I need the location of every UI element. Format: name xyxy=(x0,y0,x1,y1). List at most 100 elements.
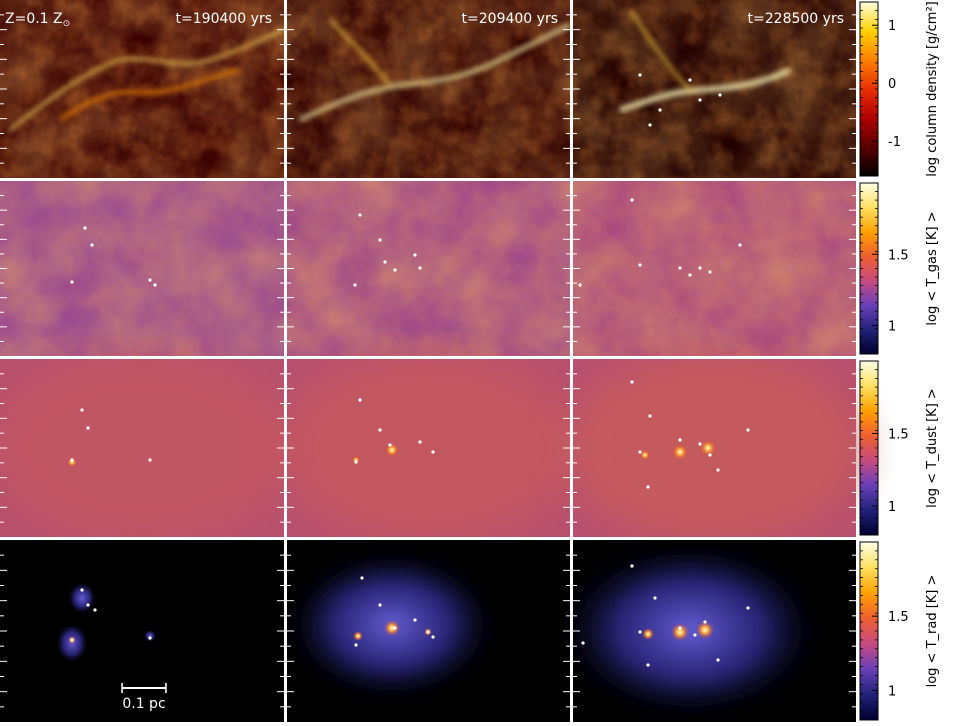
star-particles xyxy=(70,73,750,667)
star-particle xyxy=(378,603,382,607)
star-particle xyxy=(698,266,702,270)
star-particle xyxy=(353,283,357,287)
star-particle xyxy=(383,260,387,264)
row-radiation-temperature xyxy=(0,540,856,722)
metallicity-label: Z=0.1 Z⊙ xyxy=(5,11,70,29)
star-particle xyxy=(688,78,692,82)
star-particle xyxy=(393,626,397,630)
star-particle xyxy=(638,630,642,634)
star-particle xyxy=(358,213,362,217)
sun-symbol: ⊙ xyxy=(63,19,71,29)
star-particle xyxy=(354,643,358,647)
colorbar-tick-label: 1 xyxy=(888,320,896,335)
star-particle xyxy=(630,380,634,384)
star-particle xyxy=(646,485,650,489)
star-particle xyxy=(658,108,662,112)
panel-tgas-t1 xyxy=(0,181,284,356)
colorbar-3: 1.5 1 log < T_dust [K] > xyxy=(859,360,940,536)
star-particle xyxy=(698,98,702,102)
star-particle xyxy=(648,414,652,418)
star-particle xyxy=(578,283,582,287)
star-particle xyxy=(413,618,417,622)
star-particle xyxy=(688,273,692,277)
star-particle xyxy=(86,426,90,430)
panel-tdust-t2 xyxy=(278,353,578,543)
axis-ticks xyxy=(0,14,856,708)
star-particle xyxy=(86,603,90,607)
star-particle xyxy=(358,398,362,402)
panel-trad-t3 xyxy=(560,540,856,722)
star-particle xyxy=(581,641,585,645)
star-particle xyxy=(378,428,382,432)
panel-separators xyxy=(0,0,856,722)
star-particle xyxy=(354,460,358,464)
colorbar-1: 1 0 -1 log column density [g/cm²] xyxy=(859,1,940,177)
star-particle xyxy=(360,576,364,580)
time-label-3: t=228500 yrs xyxy=(748,11,844,27)
colorbar-label: log < T_dust [K] > xyxy=(925,388,940,508)
panel-tdust-t3 xyxy=(564,353,864,543)
star-particle xyxy=(746,428,750,432)
colorbar-tick-label: 0 xyxy=(888,77,896,92)
colorbar-tick-label: 1.5 xyxy=(888,610,909,625)
star-particle xyxy=(738,243,742,247)
star-particle xyxy=(93,608,97,612)
star-particle xyxy=(638,263,642,267)
star-particle xyxy=(653,596,657,600)
star-particle xyxy=(746,606,750,610)
star-particle xyxy=(413,253,417,257)
star-particle xyxy=(718,93,722,97)
star-particle xyxy=(703,620,707,624)
star-particle xyxy=(678,626,682,630)
row-column-density xyxy=(0,0,856,178)
colorbar-tick-label: 1.5 xyxy=(888,428,909,443)
colorbars: 1 0 -1 log column density [g/cm²] 1.5 1 log < … xyxy=(859,1,940,721)
panel-density-t2 xyxy=(287,0,571,178)
colorbar-tick-label: 1.5 xyxy=(888,248,909,263)
star-particle xyxy=(80,408,84,412)
star-particle xyxy=(648,123,652,127)
colorbar-2: 1.5 1 log < T_gas [K] > xyxy=(859,182,940,355)
star-particle xyxy=(638,73,642,77)
colorbar-tick-label: 1 xyxy=(888,19,896,34)
star-particle xyxy=(418,440,422,444)
star-particle xyxy=(698,442,702,446)
colorbar-tick-label: 1 xyxy=(888,500,896,515)
star-particle xyxy=(716,658,720,662)
star-particle xyxy=(708,270,712,274)
star-particle xyxy=(148,458,152,462)
star-particle xyxy=(638,450,642,454)
panel-trad-t1 xyxy=(0,540,284,722)
star-particle xyxy=(70,458,74,462)
star-particle xyxy=(630,198,634,202)
panel-density-t1 xyxy=(0,0,285,178)
colorbar-label: log < T_rad [K] > xyxy=(925,575,940,688)
star-particle xyxy=(80,588,84,592)
star-particle xyxy=(431,635,435,639)
colorbar-4: 1.5 1 log < T_rad [K] > xyxy=(859,541,940,721)
star-particle xyxy=(148,278,152,282)
star-particle xyxy=(630,564,634,568)
star-particle xyxy=(388,443,392,447)
row-dust-temperature xyxy=(0,353,864,543)
star-particle xyxy=(153,283,157,287)
time-label-2: t=209400 yrs xyxy=(462,11,558,27)
colorbar-tick-label: 1 xyxy=(888,684,896,699)
colorbar-tick-label: -1 xyxy=(888,135,901,150)
star-particle xyxy=(678,438,682,442)
star-particle xyxy=(148,636,152,640)
star-particle xyxy=(693,633,697,637)
star-particle xyxy=(70,280,74,284)
star-particle xyxy=(426,630,430,634)
time-label-1: t=190400 yrs xyxy=(176,11,272,27)
star-particle xyxy=(378,238,382,242)
colorbar-label: log column density [g/cm²] xyxy=(925,1,940,177)
star-particle xyxy=(431,450,435,454)
scale-bar: 0.1 pc xyxy=(121,683,167,712)
scale-bar-label: 0.1 pc xyxy=(122,696,165,712)
star-particle xyxy=(678,266,682,270)
colorbar-label: log < T_gas [K] > xyxy=(925,211,940,325)
star-particle xyxy=(83,226,87,230)
star-particle xyxy=(716,468,720,472)
star-particle xyxy=(646,663,650,667)
